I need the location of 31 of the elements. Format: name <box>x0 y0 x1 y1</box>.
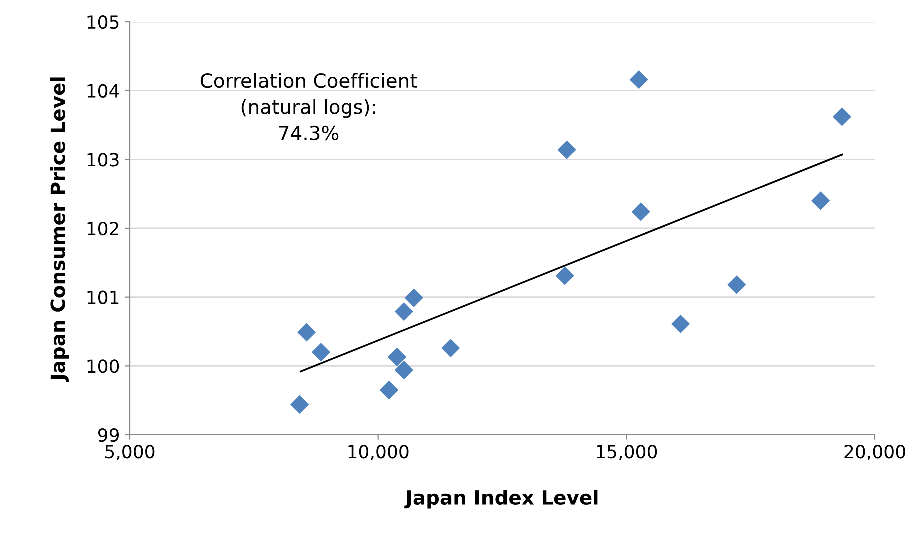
y-tick-label: 100 <box>88 360 120 374</box>
y-tick-label: 101 <box>88 290 119 304</box>
point <box>388 348 407 367</box>
point <box>312 343 331 362</box>
x-tick-label: 15,000 <box>597 445 658 461</box>
x-axis-title: Japan Index Level <box>404 490 598 509</box>
point <box>671 314 690 334</box>
y-tick-label: 104 <box>88 84 120 98</box>
y-tick-label: 103 <box>88 153 119 167</box>
point <box>394 360 414 380</box>
point <box>404 288 424 308</box>
point <box>630 70 648 90</box>
point <box>812 192 830 210</box>
y-tick-label: 105 <box>88 15 119 30</box>
x-tick-label: 10,000 <box>348 445 409 461</box>
point <box>394 302 414 322</box>
y-tick-label: 99 <box>98 428 120 442</box>
point <box>728 276 746 294</box>
point <box>632 202 650 222</box>
point <box>297 323 316 342</box>
point <box>290 395 310 414</box>
point <box>556 266 574 286</box>
point <box>832 108 852 126</box>
y-tick-label: 102 <box>88 222 118 236</box>
y-axis-title: Japan Consumer Price Level <box>50 78 70 382</box>
annotation: Correlation Coefficient (natural logs): 74.3% <box>200 73 418 141</box>
x-tick-label: 5,000 <box>106 445 155 461</box>
point <box>558 140 576 160</box>
x-tick-label: 20,000 <box>844 445 906 461</box>
point <box>442 338 460 358</box>
point <box>380 380 399 400</box>
